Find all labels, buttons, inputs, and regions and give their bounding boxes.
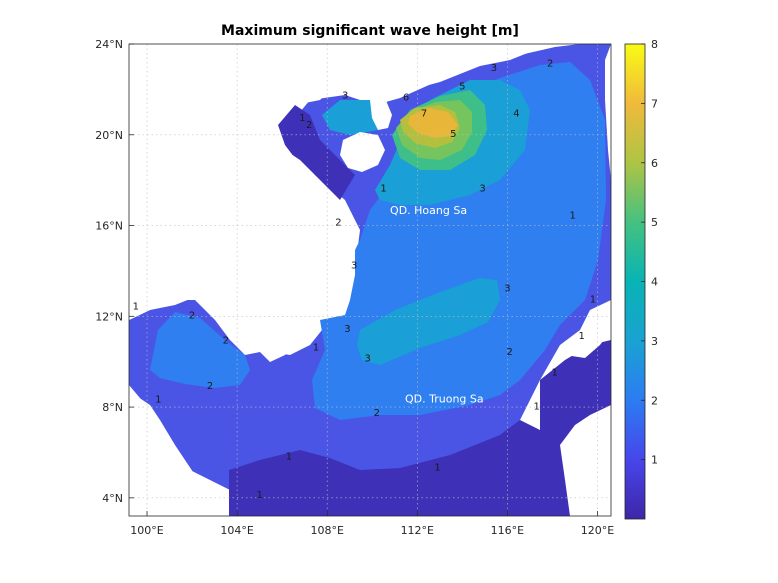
contour-label: 1 <box>380 184 386 195</box>
contour-label: 3 <box>342 90 348 101</box>
contour-label: 1 <box>256 490 262 501</box>
axes-frame <box>128 43 612 517</box>
region-annotation: QD. Hoang Sa <box>390 204 467 217</box>
contour-label: 2 <box>374 408 380 419</box>
contour-label: 1 <box>299 113 305 124</box>
sea-zone-7-8m <box>408 108 458 138</box>
contour-label: 7 <box>421 109 427 120</box>
contour-label: 2 <box>189 311 195 322</box>
sea-zone-3-4m-gulf <box>322 100 385 135</box>
contour-label: 1 <box>313 342 319 353</box>
land-palawan <box>565 305 611 358</box>
contour-label: 3 <box>344 324 350 335</box>
x-tick-label: 116°E <box>491 524 524 537</box>
colorbar-tick-label: 8 <box>651 38 658 51</box>
contour-label: 2 <box>306 120 312 131</box>
colorbar-tick-label: 2 <box>651 394 658 407</box>
map-layer <box>129 44 611 516</box>
map-annotations: QD. Hoang Sa QD. Truong Sa <box>390 204 484 405</box>
x-axis: 100°E 104°E 108°E 112°E 116°E 120°E <box>130 511 614 537</box>
contour-label: 1 <box>133 302 139 313</box>
y-tick-label: 16°N <box>95 220 123 233</box>
sea-zone-3-4m-offshore <box>357 278 500 365</box>
colorbar-tick-label: 1 <box>651 454 658 467</box>
contour-label: 5 <box>450 129 456 140</box>
colorbar-tick-label: 7 <box>651 97 658 110</box>
contour-label: 3 <box>491 63 497 74</box>
colorbar-ticks: 1 2 3 4 5 6 7 8 <box>641 38 658 467</box>
contour-label: 1 <box>570 211 576 222</box>
contour-label: 2 <box>207 381 213 392</box>
land-malay-peninsula <box>129 385 225 516</box>
x-tick-label: 108°E <box>310 524 343 537</box>
x-tick-label: 112°E <box>401 524 434 537</box>
contour-label: 1 <box>286 451 292 462</box>
colorbar-tick-label: 4 <box>651 276 658 289</box>
land-indochina <box>129 44 560 362</box>
land-leizhou <box>370 98 392 130</box>
contour-label: 1 <box>579 331 585 342</box>
land-masses <box>129 44 611 516</box>
contour-label: 1 <box>590 295 596 306</box>
y-axis: 4°N 8°N 12°N 16°N 20°N 24°N <box>95 38 134 505</box>
contour-label: 3 <box>479 184 485 195</box>
y-tick-label: 12°N <box>95 310 123 323</box>
sea-zone-2-3m-thailand <box>150 312 250 388</box>
y-tick-label: 20°N <box>95 129 123 142</box>
sea-zone-0-1m-south <box>229 420 611 516</box>
y-tick-label: 8°N <box>102 401 123 414</box>
land-luzon <box>605 44 611 180</box>
chart-title: Maximum significant wave height [m] <box>221 23 519 39</box>
contour-label: 1 <box>533 401 539 412</box>
x-tick-label: 100°E <box>130 524 163 537</box>
contour-label: 3 <box>504 283 510 294</box>
colorbar-tick-label: 3 <box>651 335 658 348</box>
x-tick-label: 104°E <box>220 524 253 537</box>
contour-label: 5 <box>459 81 465 92</box>
contour-label: 3 <box>351 261 357 272</box>
y-tick-label: 24°N <box>95 38 123 51</box>
colorbar-tick-label: 6 <box>651 157 658 170</box>
contour-label: 1 <box>155 395 161 406</box>
contour-label: 2 <box>335 218 341 229</box>
y-tick-label: 4°N <box>102 492 123 505</box>
contour-label: 2 <box>506 347 512 358</box>
x-tick-label: 120°E <box>581 524 614 537</box>
contour-label: 3 <box>365 354 371 365</box>
land-borneo <box>560 405 611 516</box>
contour-label: 2 <box>547 59 553 70</box>
contour-label: 1 <box>434 463 440 474</box>
colorbar-tick-label: 5 <box>651 216 658 229</box>
contour-label: 4 <box>513 109 519 120</box>
contour-label: 6 <box>403 93 409 104</box>
sea-zone-0-1m-gulf <box>275 105 355 200</box>
contour-label: 2 <box>223 336 229 347</box>
land-hainan <box>340 132 385 172</box>
region-annotation: QD. Truong Sa <box>405 393 484 406</box>
contour-label: 1 <box>552 367 558 378</box>
